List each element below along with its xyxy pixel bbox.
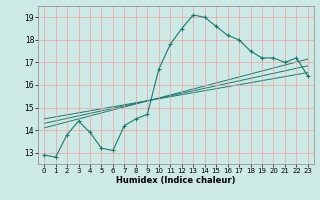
X-axis label: Humidex (Indice chaleur): Humidex (Indice chaleur) xyxy=(116,176,236,185)
